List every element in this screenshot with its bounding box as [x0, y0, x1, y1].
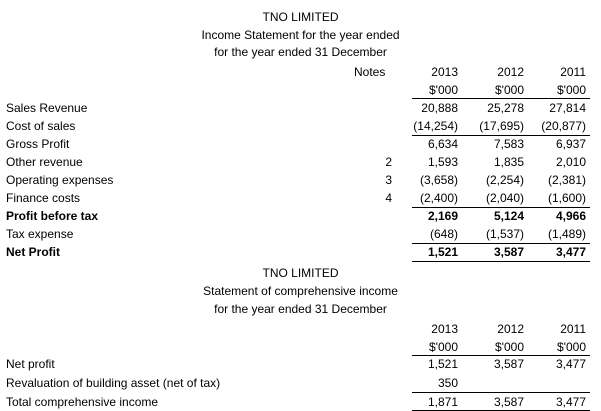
- row-label: Gross Profit: [6, 137, 70, 151]
- value-2011: 3,477: [555, 245, 586, 259]
- note-number: 2: [385, 155, 392, 169]
- value-2013: (3,658): [419, 173, 458, 187]
- value-2013: (2,400): [419, 191, 458, 205]
- value-2012: (17,695): [479, 119, 524, 133]
- value-2013: 6,634: [427, 137, 458, 151]
- value-2012: 5,124: [493, 209, 524, 223]
- value-2011: 3,477: [555, 357, 586, 371]
- value-2011: 2,010: [555, 155, 586, 169]
- comprehensive-subtitle: for the year ended 31 December: [214, 302, 387, 316]
- value-2012: 3,587: [493, 245, 524, 259]
- row-label: Other revenue: [6, 155, 83, 169]
- value-2012: 25,278: [487, 101, 524, 115]
- value-2012: (2,254): [485, 173, 524, 187]
- value-2011: 6,937: [555, 137, 586, 151]
- gross-profit-rule: [412, 135, 590, 136]
- year-2013: 2013: [431, 322, 458, 336]
- row-label: Total comprehensive income: [6, 395, 159, 409]
- value-2013: 350: [437, 376, 458, 390]
- value-2013: (648): [429, 227, 458, 241]
- unit-2012: $'000: [495, 340, 524, 354]
- value-2013: 1,521: [427, 357, 458, 371]
- unit-2013: $'000: [429, 83, 458, 97]
- net-profit-rule: [412, 243, 590, 244]
- unit-2011: $'000: [557, 83, 586, 97]
- year-2012: 2012: [497, 65, 524, 79]
- row-label: Revaluation of building asset (net of ta…: [6, 376, 221, 390]
- unit-2011: $'000: [557, 340, 586, 354]
- row-label: Net profit: [6, 357, 55, 371]
- value-2012: 3,587: [493, 395, 524, 409]
- value-2013: 1,871: [427, 395, 458, 409]
- value-2013: 1,593: [427, 155, 458, 169]
- row-label: Operating expenses: [6, 173, 114, 187]
- comprehensive-header-rule: [412, 355, 590, 356]
- unit-2012: $'000: [495, 83, 524, 97]
- value-2011: (20,877): [541, 119, 586, 133]
- value-2012: 1,835: [493, 155, 524, 169]
- year-2011: 2011: [560, 322, 586, 336]
- value-2011: 3,477: [555, 395, 586, 409]
- year-2012: 2012: [497, 322, 524, 336]
- header-rule: [412, 98, 590, 99]
- row-label: Finance costs: [6, 191, 81, 205]
- income-statement-subtitle: for the year ended 31 December: [214, 45, 387, 59]
- profit-before-tax-rule: [412, 207, 590, 208]
- value-2012: (1,537): [485, 227, 524, 241]
- value-2013: (14,254): [413, 119, 458, 133]
- value-2011: (1,489): [547, 227, 586, 241]
- total-comprehensive-rule: [412, 392, 590, 393]
- notes-header: Notes: [354, 65, 386, 79]
- year-2013: 2013: [431, 65, 458, 79]
- row-label: Profit before tax: [6, 209, 99, 223]
- income-statement-title: Income Statement for the year ended: [201, 28, 400, 42]
- year-2011: 2011: [560, 65, 586, 79]
- value-2012: 3,587: [493, 357, 524, 371]
- value-2013: 2,169: [427, 209, 458, 223]
- value-2011: 27,814: [549, 101, 586, 115]
- unit-2013: $'000: [429, 340, 458, 354]
- comprehensive-company: TNO LIMITED: [262, 266, 339, 280]
- comprehensive-title: Statement of comprehensive income: [203, 284, 398, 298]
- row-label: Cost of sales: [6, 119, 76, 133]
- value-2013: 1,521: [427, 245, 458, 259]
- row-label: Net Profit: [6, 245, 60, 259]
- value-2013: 20,888: [421, 101, 458, 115]
- row-label: Tax expense: [6, 227, 74, 241]
- value-2011: 4,966: [555, 209, 586, 223]
- value-2011: (2,381): [547, 173, 586, 187]
- value-2012: (2,040): [485, 191, 524, 205]
- note-number: 4: [385, 191, 392, 205]
- note-number: 3: [385, 173, 392, 187]
- net-profit-underline: [412, 261, 590, 262]
- row-label: Sales Revenue: [6, 101, 88, 115]
- value-2011: (1,600): [547, 191, 586, 205]
- income-statement-company: TNO LIMITED: [262, 10, 339, 24]
- value-2012: 7,583: [493, 137, 524, 151]
